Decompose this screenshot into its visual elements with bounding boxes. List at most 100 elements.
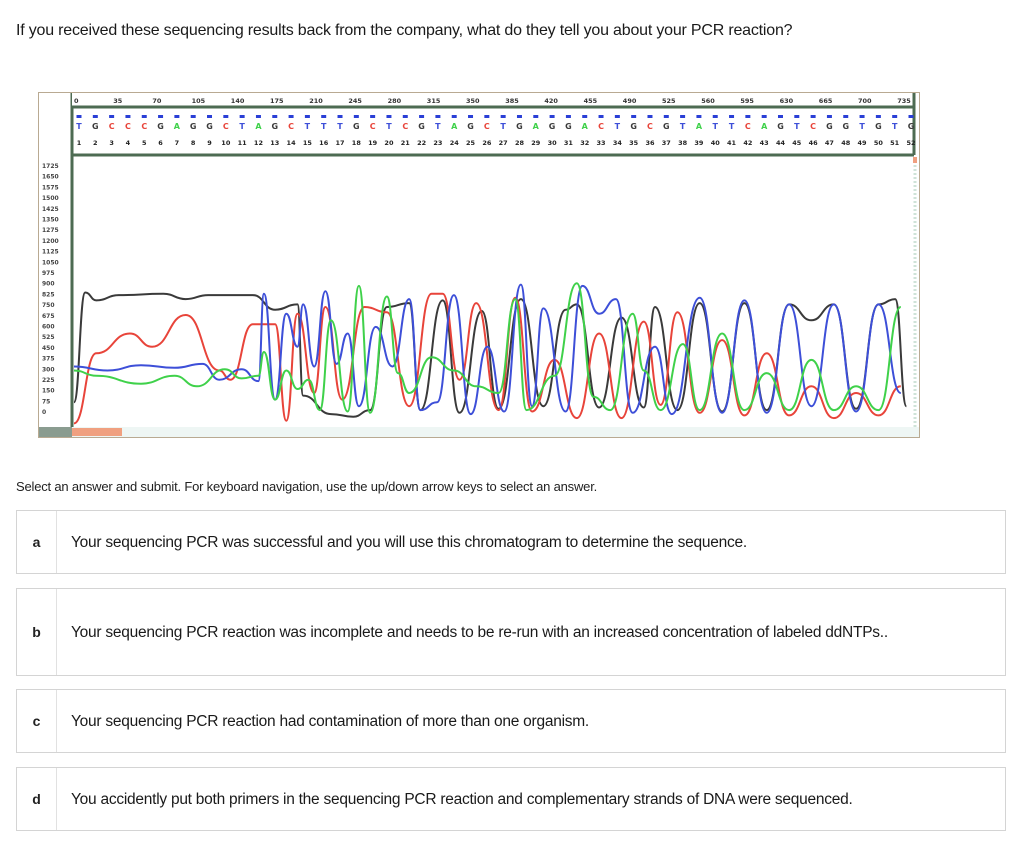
- x-tick-label: 560: [701, 97, 715, 105]
- quality-marker: [174, 115, 180, 118]
- base-call: G: [663, 122, 670, 131]
- x-tick-label: 700: [858, 97, 872, 105]
- question-text: If you received these sequencing results…: [16, 22, 793, 39]
- base-call: C: [141, 122, 147, 131]
- quality-marker: [826, 115, 832, 118]
- quality-marker: [223, 115, 229, 118]
- x-tick-label: 665: [819, 97, 833, 105]
- x-tick-label: 350: [466, 97, 480, 105]
- base-call: A: [696, 122, 703, 131]
- y-tick-label: 1725: [42, 163, 59, 170]
- ruler-bg: [72, 93, 914, 107]
- quality-marker: [794, 115, 800, 118]
- quality-marker: [761, 115, 767, 118]
- quality-marker: [207, 115, 213, 118]
- quality-marker: [516, 115, 522, 118]
- quality-marker: [272, 115, 278, 118]
- base-number: 13: [270, 139, 279, 147]
- instructions-text: Select an answer and submit. For keyboar…: [16, 479, 598, 494]
- base-call: A: [174, 122, 181, 131]
- base-call: G: [353, 122, 360, 131]
- answer-option-c[interactable]: c Your sequencing PCR reaction had conta…: [16, 689, 1006, 753]
- quality-marker: [533, 115, 539, 118]
- base-call: G: [777, 122, 784, 131]
- x-tick-label: 595: [740, 97, 754, 105]
- y-tick-label: 75: [42, 398, 50, 405]
- x-tick-label: 175: [270, 97, 284, 105]
- base-number: 9: [207, 139, 212, 147]
- base-number: 33: [597, 139, 606, 147]
- quality-marker: [484, 115, 490, 118]
- base-number: 21: [401, 139, 411, 147]
- base-number: 18: [352, 139, 362, 147]
- base-number: 48: [841, 139, 851, 147]
- base-number: 32: [580, 139, 589, 147]
- base-number: 26: [482, 139, 492, 147]
- quality-marker: [288, 115, 294, 118]
- y-tick-label: 1275: [42, 227, 59, 234]
- base-number: 42: [743, 139, 752, 147]
- x-tick-label: 455: [584, 97, 598, 105]
- base-number: 11: [238, 139, 248, 147]
- horizontal-scrollbar: [39, 427, 919, 437]
- base-number: 2: [93, 139, 98, 147]
- vertical-scroll-marker: [913, 157, 917, 163]
- base-call: G: [549, 122, 556, 131]
- base-number: 34: [613, 139, 623, 147]
- y-tick-label: 0: [42, 409, 46, 416]
- quality-marker: [614, 115, 620, 118]
- base-number: 31: [564, 139, 574, 147]
- base-call: G: [418, 122, 425, 131]
- y-tick-label: 1050: [42, 259, 59, 266]
- y-tick-label: 1500: [42, 195, 59, 202]
- base-call: C: [223, 122, 229, 131]
- base-call: T: [239, 122, 245, 131]
- x-tick-label: 420: [544, 97, 558, 105]
- base-call: G: [630, 122, 637, 131]
- base-call: C: [288, 122, 294, 131]
- base-number: 47: [825, 139, 834, 147]
- y-tick-label: 750: [42, 302, 55, 309]
- x-tick-label: 315: [427, 97, 441, 105]
- option-letter: a: [17, 511, 57, 573]
- base-call: T: [892, 122, 898, 131]
- answer-option-a[interactable]: a Your sequencing PCR was successful and…: [16, 510, 1006, 574]
- answer-option-b[interactable]: b Your sequencing PCR reaction was incom…: [16, 588, 1006, 676]
- base-call: C: [745, 122, 751, 131]
- base-number: 49: [858, 139, 868, 147]
- x-tick-label: 70: [152, 97, 162, 105]
- base-number: 36: [645, 139, 655, 147]
- answer-option-d[interactable]: d You accidently put both primers in the…: [16, 767, 1006, 831]
- base-call: G: [190, 122, 197, 131]
- base-call: T: [615, 122, 621, 131]
- base-call: T: [680, 122, 686, 131]
- base-call: C: [647, 122, 653, 131]
- base-call: G: [875, 122, 882, 131]
- base-call: T: [337, 122, 343, 131]
- base-number: 37: [662, 139, 671, 147]
- option-text: Your sequencing PCR was successful and y…: [71, 533, 747, 551]
- base-call: T: [76, 122, 82, 131]
- base-call: C: [109, 122, 115, 131]
- base-number: 39: [694, 139, 704, 147]
- x-tick-label: 35: [113, 97, 123, 105]
- base-number: 10: [221, 139, 231, 147]
- quality-marker: [158, 115, 164, 118]
- y-tick-label: 675: [42, 313, 55, 320]
- y-tick-label: 1425: [42, 206, 59, 213]
- base-call: T: [500, 122, 506, 131]
- y-tick-label: 300: [42, 366, 55, 373]
- quality-marker: [92, 115, 98, 118]
- quality-marker: [468, 115, 474, 118]
- x-tick-label: 210: [309, 97, 323, 105]
- base-call: A: [582, 122, 589, 131]
- quality-marker: [565, 115, 571, 118]
- x-tick-label: 630: [780, 97, 794, 105]
- quality-marker: [663, 115, 669, 118]
- quality-marker: [712, 115, 718, 118]
- base-number: 23: [433, 139, 442, 147]
- option-text: Your sequencing PCR reaction had contami…: [71, 712, 589, 730]
- option-text: Your sequencing PCR reaction was incompl…: [71, 623, 888, 641]
- chromatogram-figure: 0 35 70 105 140 175 210 245 280 315 350 385 420 455 49…: [38, 92, 920, 438]
- base-number: 28: [515, 139, 525, 147]
